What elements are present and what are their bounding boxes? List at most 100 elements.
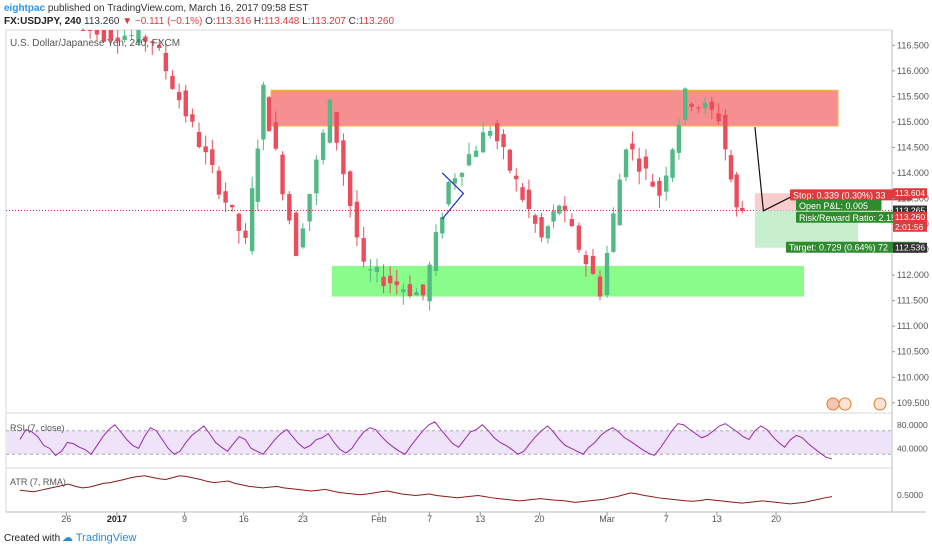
candle-body [427, 264, 432, 302]
rsi-label: RSI (7, close) [10, 423, 65, 433]
candle-body [630, 143, 635, 150]
time-tick-label: 7 [664, 514, 669, 524]
flag-icon-jp[interactable] [838, 397, 852, 411]
candle-body [94, 30, 100, 35]
candle-body [381, 276, 386, 287]
candle-body [203, 146, 208, 153]
event-icons[interactable] [826, 397, 887, 411]
close-label: C: [348, 16, 359, 27]
flag-icon-event[interactable] [873, 397, 887, 411]
candle-body [604, 253, 610, 296]
candle-body [183, 90, 188, 117]
candle-body [273, 122, 279, 149]
trade-label: Risk/Reward Ratio: 2.15 [799, 213, 896, 223]
candle-body [347, 171, 353, 207]
candle-body [314, 159, 319, 194]
price-badge [893, 205, 927, 216]
time-tick-label: 20 [534, 514, 544, 524]
candle-body [545, 226, 551, 239]
open-label: O: [205, 16, 216, 27]
candle-body [683, 88, 688, 121]
candle-body [327, 99, 333, 143]
candle-body [401, 289, 406, 293]
candle-body [556, 205, 562, 214]
candle-body [230, 204, 235, 208]
price-tick-label: 110.000 [897, 372, 929, 382]
time-tick-label: Feb [371, 514, 387, 524]
price-tick-label: 114.000 [897, 168, 929, 178]
candle-body [236, 213, 242, 231]
price-axis[interactable]: 116.500 116.000 115.500 115.000 114.500 114.0… [892, 40, 930, 408]
candle-body [623, 149, 629, 178]
trade-label-bg [786, 241, 920, 253]
candle-body [163, 52, 169, 72]
candle-body [657, 180, 662, 196]
chart-header: eightpac published on TradingView.com, M… [0, 0, 932, 30]
candle-body [562, 205, 567, 211]
time-tick-label: 13 [712, 514, 722, 524]
candle-body [387, 275, 393, 284]
candle-body [501, 134, 506, 148]
trade-label-bg [790, 189, 913, 201]
candle-body [520, 187, 525, 200]
rsi-band [7, 430, 891, 455]
time-axis[interactable]: 26 2017 9 16 23 Feb 7 13 20 Mar 7 13 20 [61, 512, 781, 524]
resistance-zone [270, 89, 839, 127]
candle-body [307, 193, 312, 222]
candle-body [354, 201, 360, 238]
candle-body [394, 281, 399, 286]
candle-body [368, 269, 373, 271]
candle-body [440, 217, 445, 234]
trade-label-bg [796, 211, 924, 223]
price-tick-label: 112.000 [897, 270, 929, 280]
candle-body [157, 44, 162, 48]
rsi-line [19, 421, 833, 460]
candle-body [87, 30, 93, 31]
candle-body [539, 217, 544, 238]
candle-body [452, 178, 458, 184]
candle-body [696, 107, 701, 109]
tradingview-logo[interactable]: ☁ TradingView [62, 532, 137, 544]
candle-body [433, 232, 439, 271]
candle-body [414, 292, 419, 296]
candle-body [514, 175, 519, 180]
candle-body [170, 75, 175, 89]
candle-body [361, 238, 366, 262]
candle-body [80, 30, 86, 31]
price-badge [893, 242, 927, 253]
open-value: 113.316 [215, 16, 252, 27]
candle-body [480, 132, 486, 153]
candle-body [334, 112, 339, 143]
trade-label: Stop: 0.339 (0.30%) 33 [793, 190, 886, 200]
price-badge [893, 211, 927, 222]
rsi-tick-label: 40.0000 [897, 443, 928, 453]
candle-body [734, 174, 739, 208]
candle-body [223, 191, 228, 203]
candle-body [293, 212, 299, 257]
candle-body [728, 155, 734, 180]
publish-line: eightpac published on TradingView.com, M… [4, 3, 308, 15]
candle-body [459, 172, 465, 177]
price-badge-label: 113.260 [895, 212, 925, 222]
price-badge [893, 221, 927, 232]
trade-path-line [754, 126, 794, 212]
flag-icon-us[interactable] [826, 397, 840, 411]
candle-body [533, 215, 538, 224]
candle-body [716, 113, 721, 122]
candle-body [266, 97, 272, 132]
price-tick-label: 110.500 [897, 347, 929, 357]
candles-group [80, 28, 745, 311]
high-value: 113.448 [263, 16, 300, 27]
candle-body [702, 102, 708, 108]
candle-body [597, 276, 603, 297]
publisher-name[interactable]: eightpac [4, 3, 46, 14]
price-tick-label: 116.000 [897, 66, 929, 76]
candle-body [249, 188, 255, 252]
candle-body [101, 30, 107, 42]
candle-body [176, 92, 182, 101]
footer: Created with ☁ TradingView [0, 528, 932, 550]
candle-body [740, 207, 745, 211]
price-tick-label: 113.500 [897, 194, 929, 204]
candle-body [617, 179, 622, 226]
